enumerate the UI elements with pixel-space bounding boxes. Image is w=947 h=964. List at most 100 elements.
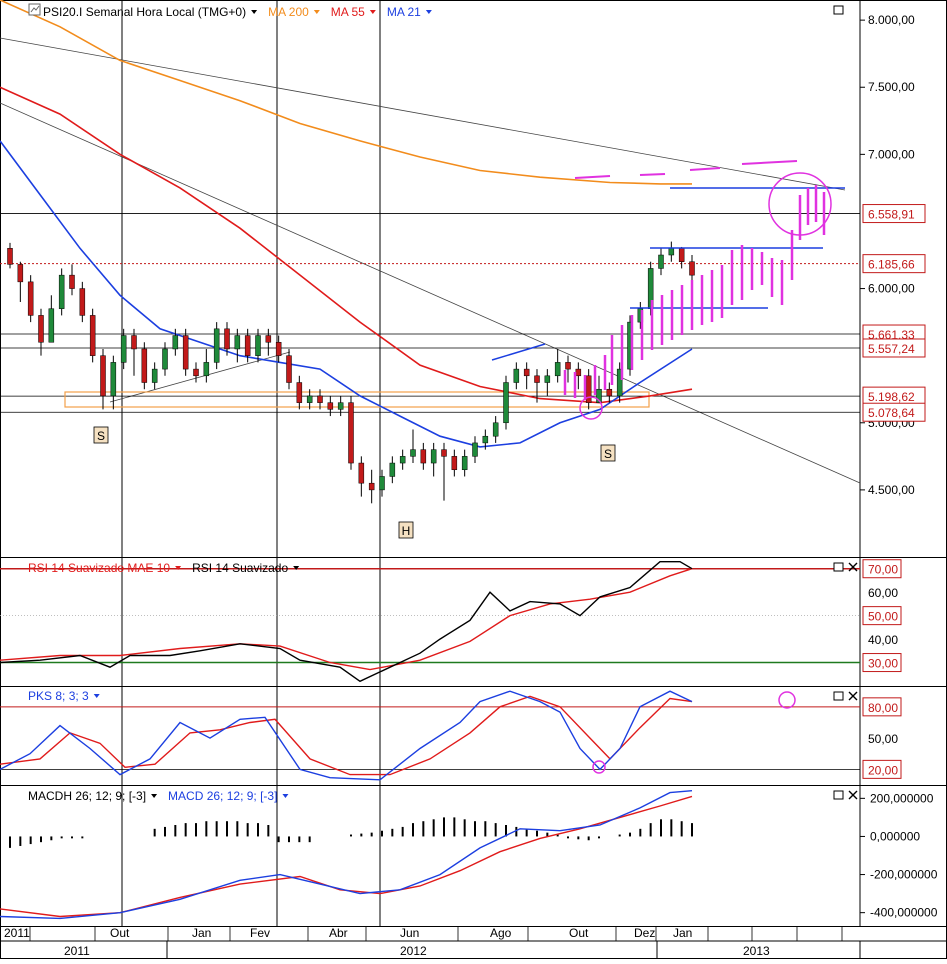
candle-body [79, 288, 86, 316]
candle-body [596, 388, 602, 403]
legend-rsi-0: RSI 14 Suavizado MAE 10 [28, 561, 170, 575]
rsi-label-box [862, 653, 902, 673]
candle-body [131, 335, 137, 350]
candle-body [482, 435, 489, 444]
chevron-down-icon[interactable] [282, 794, 289, 798]
chevron-down-icon[interactable] [251, 10, 258, 14]
pattern-marker-0: S [97, 429, 105, 443]
year-label: 2011 [64, 944, 90, 958]
chevron-down-icon[interactable] [369, 10, 376, 14]
candle-body [100, 355, 106, 397]
candle-body [678, 248, 685, 262]
support-zone-box [64, 391, 650, 408]
chevron-down-icon[interactable] [293, 566, 300, 570]
candle-body [213, 328, 220, 363]
pivot-circle [579, 396, 603, 420]
maximize-icon[interactable] [833, 691, 844, 701]
x-axis-frame [0, 926, 947, 959]
month-label: Jan [673, 926, 692, 940]
close-icon[interactable] [848, 562, 858, 572]
candle-body [523, 368, 530, 377]
pks-axis-label: 80,00 [868, 701, 898, 715]
candle-body [420, 449, 427, 464]
month-label: Ago [490, 926, 512, 940]
candle-body [585, 375, 592, 403]
month-label: Jan [192, 926, 211, 940]
candle-body [296, 382, 303, 403]
maximize-icon[interactable] [833, 790, 844, 800]
candle-body [224, 328, 230, 350]
candle-body [337, 402, 344, 410]
legend-price-1: MA 200 [268, 5, 309, 19]
legend-macd-0: MACDH 26; 12; 9; [-3] [28, 789, 146, 803]
level-label: 5.198,62 [868, 390, 915, 404]
chart-icon-glyph [30, 5, 40, 13]
month-label: Dez [634, 926, 655, 940]
price-axis-label: 4.500,00 [868, 483, 915, 497]
chart-icon[interactable] [28, 3, 41, 16]
candle-body [379, 476, 385, 491]
pks-pivot-circle [592, 760, 606, 774]
level-label-box [862, 402, 926, 422]
pks-panel [0, 690, 860, 781]
trendline-lower [0, 102, 861, 484]
panel-frame-macd [0, 785, 947, 927]
rsi-panel [0, 561, 860, 683]
rsi-label-box [862, 606, 902, 626]
maximize-icon[interactable] [833, 5, 844, 15]
year-label: 2012 [400, 944, 427, 958]
pks-target-circle [778, 691, 796, 709]
target-circle [768, 172, 832, 236]
chevron-down-icon[interactable] [93, 694, 100, 698]
candle-body [472, 442, 478, 457]
macd-axis-label: -400,000000 [870, 906, 938, 920]
candle-body [668, 248, 675, 256]
price-axis-label: 7.000,00 [868, 147, 915, 161]
legend-pks-0: PKS 8; 3; 3 [28, 689, 89, 703]
close-icon[interactable] [848, 691, 858, 701]
chevron-down-icon[interactable] [151, 794, 158, 798]
projection-dash [639, 173, 666, 176]
price-axis-label: 7.500,00 [868, 80, 915, 94]
candle-body [368, 482, 375, 491]
close-icon[interactable] [848, 790, 858, 800]
macd-axis-label: 0,000000 [870, 829, 920, 843]
candle-body [172, 335, 179, 350]
candle-body [358, 462, 365, 484]
candle-body [399, 456, 406, 464]
maximize-icon[interactable] [833, 562, 844, 572]
pks-axis-label: 50,00 [868, 732, 898, 746]
projection-line-3 [491, 343, 546, 361]
level-label-box [862, 254, 926, 274]
chevron-down-icon[interactable] [425, 10, 432, 14]
rsi-axis-label: 60,00 [868, 586, 898, 600]
panel-frame-rsi [0, 557, 947, 687]
pattern-marker-2: S [604, 447, 612, 461]
candle-body [141, 348, 148, 383]
projection-dash [741, 160, 798, 165]
panel-frame-pks [0, 686, 947, 786]
candle-body [658, 254, 664, 269]
candle-body [410, 449, 416, 457]
rsi-axis-label: 40,00 [868, 633, 898, 647]
chevron-down-icon[interactable] [313, 10, 320, 14]
month-label: Out [569, 926, 589, 940]
candle-body [275, 342, 282, 356]
candle-body [120, 335, 127, 363]
level-label: 5.078,64 [868, 406, 915, 420]
month-label: Out [110, 926, 130, 940]
pks-label-box [862, 759, 902, 779]
candle-body [689, 261, 695, 276]
candle-body [461, 456, 468, 471]
chevron-down-icon[interactable] [175, 566, 182, 570]
rsi-label-box [862, 559, 902, 579]
candle-body [306, 395, 313, 403]
legend-price-3: MA 21 [387, 5, 421, 19]
pattern-marker-box [93, 426, 109, 444]
candle-body [151, 368, 158, 383]
level-label: 6.185,66 [868, 258, 915, 272]
pks-label-box [862, 697, 902, 717]
macd-panel [0, 790, 693, 920]
